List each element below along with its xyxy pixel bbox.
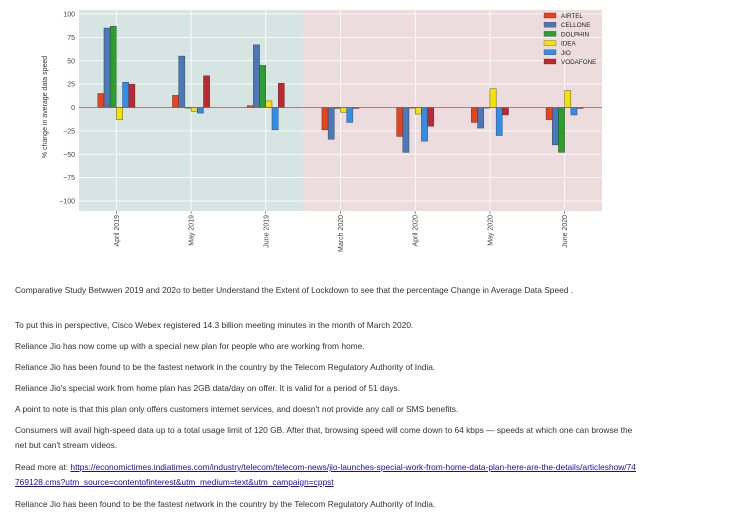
- paragraph-intro: Comparative Study Betwwen 2019 and 202o …: [15, 285, 574, 295]
- bar-airtel-3: [321, 107, 329, 131]
- legend-label-jio: JIO: [561, 50, 571, 57]
- legend-swatch-jio: [543, 49, 557, 55]
- bar-dolphin-0: [109, 25, 117, 108]
- bar-jio-0: [122, 82, 129, 108]
- bar-jio-5: [495, 107, 503, 136]
- bar-cellone-3: [327, 107, 335, 140]
- bar-jio-1: [197, 107, 204, 114]
- bar-idea-1: [190, 107, 198, 112]
- paragraph-new-plan: Reliance Jio has now come up with a spec…: [15, 341, 365, 351]
- legend-label-cellone: CELLONE: [561, 22, 590, 29]
- paragraph-limit: Consumers will avail high-speed data up …: [15, 425, 633, 450]
- bar-cellone-4: [402, 107, 410, 153]
- y-tick-label: −50: [63, 152, 75, 159]
- read-more-link[interactable]: https://economictimes.indiatimes.com/ind…: [15, 462, 636, 487]
- bar-idea-3: [340, 107, 347, 113]
- x-tick-label: May 2020: [487, 215, 494, 246]
- read-more-prefix: Read more at:: [15, 462, 71, 472]
- y-tick-label: −75: [63, 175, 75, 182]
- bar-vodafone-5: [502, 107, 509, 116]
- y-tick-label: −25: [63, 128, 75, 135]
- legend-swatch-dolphin: [543, 31, 557, 37]
- bar-cellone-6: [552, 107, 559, 146]
- bar-airtel-4: [396, 107, 404, 137]
- y-tick-label: 0: [71, 105, 75, 112]
- bar-airtel-0: [97, 93, 105, 108]
- legend-label-idea: IDEA: [561, 41, 576, 48]
- bar-vodafone-0: [128, 83, 136, 108]
- paragraph-closing: Reliance Jio has been found to be the fa…: [15, 499, 436, 509]
- paragraph-webex: To put this in perspective, Cisco Webex …: [15, 320, 414, 330]
- x-tick-label: April 2020: [413, 215, 420, 247]
- bar-idea-5: [489, 88, 497, 108]
- legend-swatch-vodafone: [543, 58, 557, 65]
- bar-jio-4: [421, 107, 428, 142]
- bar-cellone-2: [253, 44, 260, 108]
- bar-airtel-1: [172, 95, 179, 108]
- y-tick-label: 50: [67, 58, 75, 65]
- bar-cellone-5: [477, 107, 484, 129]
- bar-jio-2: [271, 107, 279, 131]
- bar-dolphin-2: [259, 65, 266, 108]
- bar-vodafone-4: [427, 107, 435, 127]
- legend-swatch-cellone: [543, 22, 557, 28]
- legend-swatch-airtel: [543, 12, 557, 19]
- y-tick-label: 25: [67, 82, 75, 89]
- bar-idea-4: [415, 107, 422, 115]
- legend-label-dolphin: DOLPHIN: [561, 31, 589, 38]
- bar-airtel-5: [471, 107, 478, 123]
- y-tick-label: −100: [59, 199, 75, 206]
- bar-airtel-6: [545, 107, 553, 120]
- y-tick-label: 75: [67, 35, 75, 42]
- paragraph-fastest: Reliance Jio has been found to be the fa…: [15, 362, 436, 372]
- bar-jio-3: [346, 107, 354, 123]
- bar-vodafone-2: [277, 82, 285, 108]
- y-tick-label: 100: [63, 12, 75, 19]
- x-tick-label: June 2020: [562, 215, 569, 248]
- paragraph-services: A point to note is that this plan only o…: [15, 404, 459, 414]
- bar-dolphin-6: [558, 107, 565, 153]
- legend: AIRTEL CELLONE DOLPHIN IDEA JIO VODAFONE: [543, 12, 596, 66]
- paragraph-read-more: Read more at: https://economictimes.indi…: [15, 460, 640, 490]
- x-tick-label: March 2020: [338, 215, 345, 252]
- bar-idea-6: [564, 90, 572, 108]
- data-speed-bar-chart: 100 75 50 25 0 −25 −50 −75 −100 April 2019 May 20…: [42, 10, 602, 252]
- bar-idea-2: [265, 100, 273, 108]
- bar-vodafone-1: [203, 75, 210, 108]
- bar-idea-0: [116, 107, 123, 120]
- bar-cellone-1: [178, 55, 186, 108]
- bar-jio-6: [570, 107, 578, 116]
- legend-label-airtel: AIRTEL: [561, 13, 583, 20]
- x-tick-label: April 2019: [114, 215, 121, 247]
- x-tick-label: June 2019: [263, 215, 270, 248]
- y-axis-label: % change in average data speed: [42, 56, 49, 158]
- bar-cellone-0: [103, 27, 111, 108]
- paragraph-offer: Reliance Jio's special work from home pl…: [15, 383, 401, 393]
- legend-swatch-idea: [543, 40, 557, 46]
- legend-label-vodafone: VODAFONE: [561, 59, 596, 66]
- x-tick-label: May 2019: [189, 215, 196, 246]
